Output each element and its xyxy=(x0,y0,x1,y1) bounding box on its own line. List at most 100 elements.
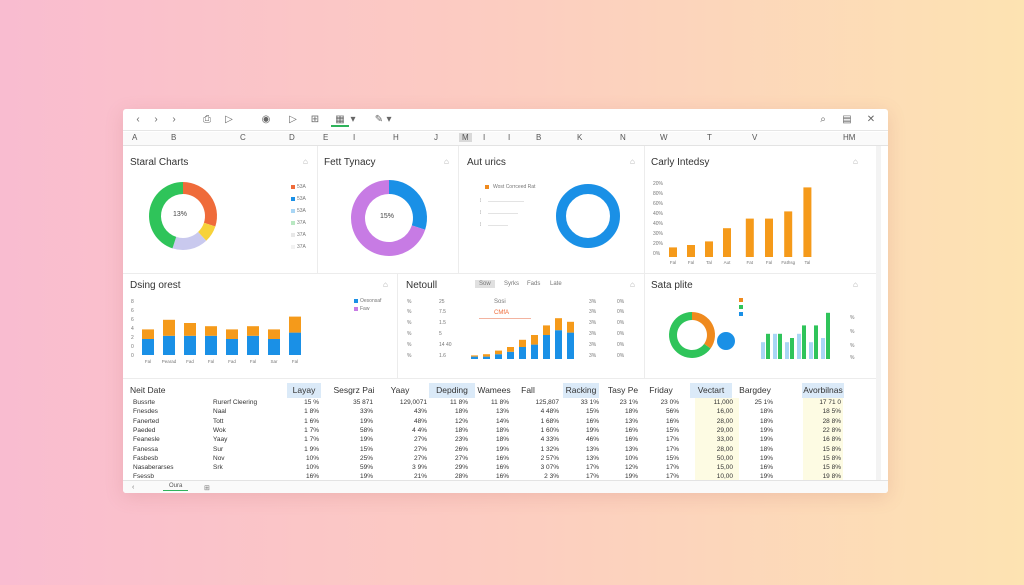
table-cell[interactable]: 125,807 xyxy=(535,399,560,406)
table-cell[interactable]: 15 8% xyxy=(822,454,841,462)
column-header[interactable]: I xyxy=(508,133,511,142)
table-cell[interactable]: 15% xyxy=(359,445,373,453)
tab-late[interactable]: Late xyxy=(550,281,562,287)
table-cell[interactable]: 19 8% xyxy=(822,473,841,481)
table-cell[interactable]: 46% xyxy=(585,436,599,444)
table-cell[interactable]: 27% xyxy=(454,454,468,462)
table-header[interactable]: Tasy Pe xyxy=(607,385,639,395)
table-cell[interactable]: 1 7% xyxy=(304,436,319,444)
table-cell[interactable]: 10,00 xyxy=(716,473,733,481)
table-header[interactable]: Bargdey xyxy=(739,385,771,395)
table-cell[interactable]: 19% xyxy=(624,473,638,481)
table-cell[interactable]: 11 8% xyxy=(450,399,468,406)
pin-icon[interactable]: ⌂ xyxy=(630,157,635,166)
column-header[interactable]: E xyxy=(323,133,329,142)
table-cell[interactable]: 17% xyxy=(665,473,679,481)
row-label[interactable]: Fanerted xyxy=(133,417,160,425)
search-icon[interactable]: ⌕ xyxy=(820,114,826,125)
table-cell[interactable]: 33,00 xyxy=(716,436,733,444)
table-cell[interactable]: 11,000 xyxy=(713,399,733,406)
chevron-down-icon[interactable]: ▾ xyxy=(350,114,356,125)
table-header[interactable]: Racking xyxy=(563,383,599,398)
table-cell[interactable]: Tott xyxy=(213,417,224,425)
row-label[interactable]: Fanessa xyxy=(133,445,158,453)
sheet-tab[interactable]: Oura xyxy=(163,482,189,491)
table-cell[interactable]: 48% xyxy=(413,417,427,425)
table-cell[interactable]: 23 0% xyxy=(660,399,679,406)
table-cell[interactable]: 19% xyxy=(359,473,373,481)
table-cell[interactable]: 17% xyxy=(665,445,679,453)
table-cell[interactable]: 33% xyxy=(359,408,373,416)
table-cell[interactable]: 2 57% xyxy=(540,454,559,462)
table-cell[interactable]: 28 8% xyxy=(822,417,841,425)
table-header[interactable]: Sesgrz Pai xyxy=(333,385,375,395)
tab-syrks[interactable]: Syrks xyxy=(504,281,519,287)
table-cell[interactable]: 17% xyxy=(665,464,679,472)
table-cell[interactable]: 15% xyxy=(665,426,679,434)
table-cell[interactable]: 1 32% xyxy=(540,445,559,453)
table-cell[interactable]: 28,00 xyxy=(716,445,733,453)
column-header[interactable]: H xyxy=(393,133,399,142)
table-cell[interactable]: 16% xyxy=(624,436,638,444)
table-cell[interactable]: 50,00 xyxy=(716,454,733,462)
table-cell[interactable]: 27% xyxy=(413,445,427,453)
pin-icon[interactable]: ⌂ xyxy=(303,157,308,166)
forward-icon[interactable]: › xyxy=(154,114,158,125)
table-cell[interactable]: 16% xyxy=(624,426,638,434)
row-label[interactable]: Fnesdes xyxy=(133,408,158,416)
row-label[interactable]: Bussrte xyxy=(133,399,156,406)
table-cell[interactable]: 15,00 xyxy=(716,464,733,472)
table-cell[interactable]: 59% xyxy=(359,464,373,472)
table-cell[interactable]: 19% xyxy=(585,426,599,434)
table-cell[interactable]: 33 1% xyxy=(580,399,599,406)
table-cell[interactable]: 16% xyxy=(665,417,679,425)
table-cell[interactable]: 2 3% xyxy=(544,473,559,481)
pin-icon[interactable]: ⌂ xyxy=(630,280,635,289)
table-cell[interactable]: 14% xyxy=(495,417,509,425)
column-header[interactable]: N xyxy=(620,133,626,142)
column-header[interactable]: V xyxy=(752,133,758,142)
chevron-down-icon[interactable]: ▾ xyxy=(386,114,392,125)
column-header[interactable]: I xyxy=(483,133,486,142)
table-cell[interactable]: 15% xyxy=(585,408,599,416)
table-cell[interactable]: 18% xyxy=(454,426,468,434)
pin-icon[interactable]: ⌂ xyxy=(383,280,388,289)
table-cell[interactable]: 18% xyxy=(454,408,468,416)
row-label[interactable]: Feanesle xyxy=(133,436,160,444)
grid-icon[interactable]: ⊞ xyxy=(310,114,320,125)
table-cell[interactable]: 10% xyxy=(305,454,319,462)
table-cell[interactable]: 16% xyxy=(495,473,509,481)
column-header[interactable]: C xyxy=(240,133,246,142)
column-header[interactable]: B xyxy=(536,133,542,142)
row-label[interactable]: Paeded xyxy=(133,426,156,434)
brush-icon[interactable]: ✎ xyxy=(374,114,384,125)
table-cell[interactable]: 19% xyxy=(759,436,773,444)
table-cell[interactable]: 16% xyxy=(305,473,319,481)
table-header[interactable]: Yaay xyxy=(390,385,410,395)
table-cell[interactable]: 22 8% xyxy=(822,426,841,434)
table-cell[interactable]: 28,00 xyxy=(716,417,733,425)
table-cell[interactable]: 16% xyxy=(495,454,509,462)
table-cell[interactable]: 29,00 xyxy=(716,426,733,434)
table-cell[interactable]: 21% xyxy=(413,473,427,481)
column-header[interactable]: J xyxy=(434,133,438,142)
table-cell[interactable]: 1 7% xyxy=(304,426,319,434)
table-cell[interactable]: 19% xyxy=(495,445,509,453)
pin-icon[interactable]: ⌂ xyxy=(853,157,858,166)
table-cell[interactable]: 16% xyxy=(585,417,599,425)
table-cell[interactable]: 43% xyxy=(413,408,427,416)
add-sheet-icon[interactable]: ⊞ xyxy=(204,485,210,492)
table-cell[interactable]: 18% xyxy=(624,408,638,416)
table-cell[interactable]: 25 1% xyxy=(754,399,773,406)
table-cell[interactable]: 4 48% xyxy=(540,408,559,416)
table-cell[interactable]: 23 1% xyxy=(619,399,638,406)
table-header[interactable]: Wamees xyxy=(477,385,511,395)
tab-fads[interactable]: Fads xyxy=(527,281,541,287)
table-cell[interactable]: 4 33% xyxy=(540,436,559,444)
pin-icon[interactable]: ⌂ xyxy=(853,280,858,289)
table-cell[interactable]: 15 8% xyxy=(822,445,841,453)
view-icon[interactable]: ◉ xyxy=(261,114,271,125)
table-cell[interactable]: 16% xyxy=(759,464,773,472)
vertical-scrollbar[interactable] xyxy=(876,146,881,480)
sheet-nav-icon[interactable]: ‹ xyxy=(132,484,135,491)
